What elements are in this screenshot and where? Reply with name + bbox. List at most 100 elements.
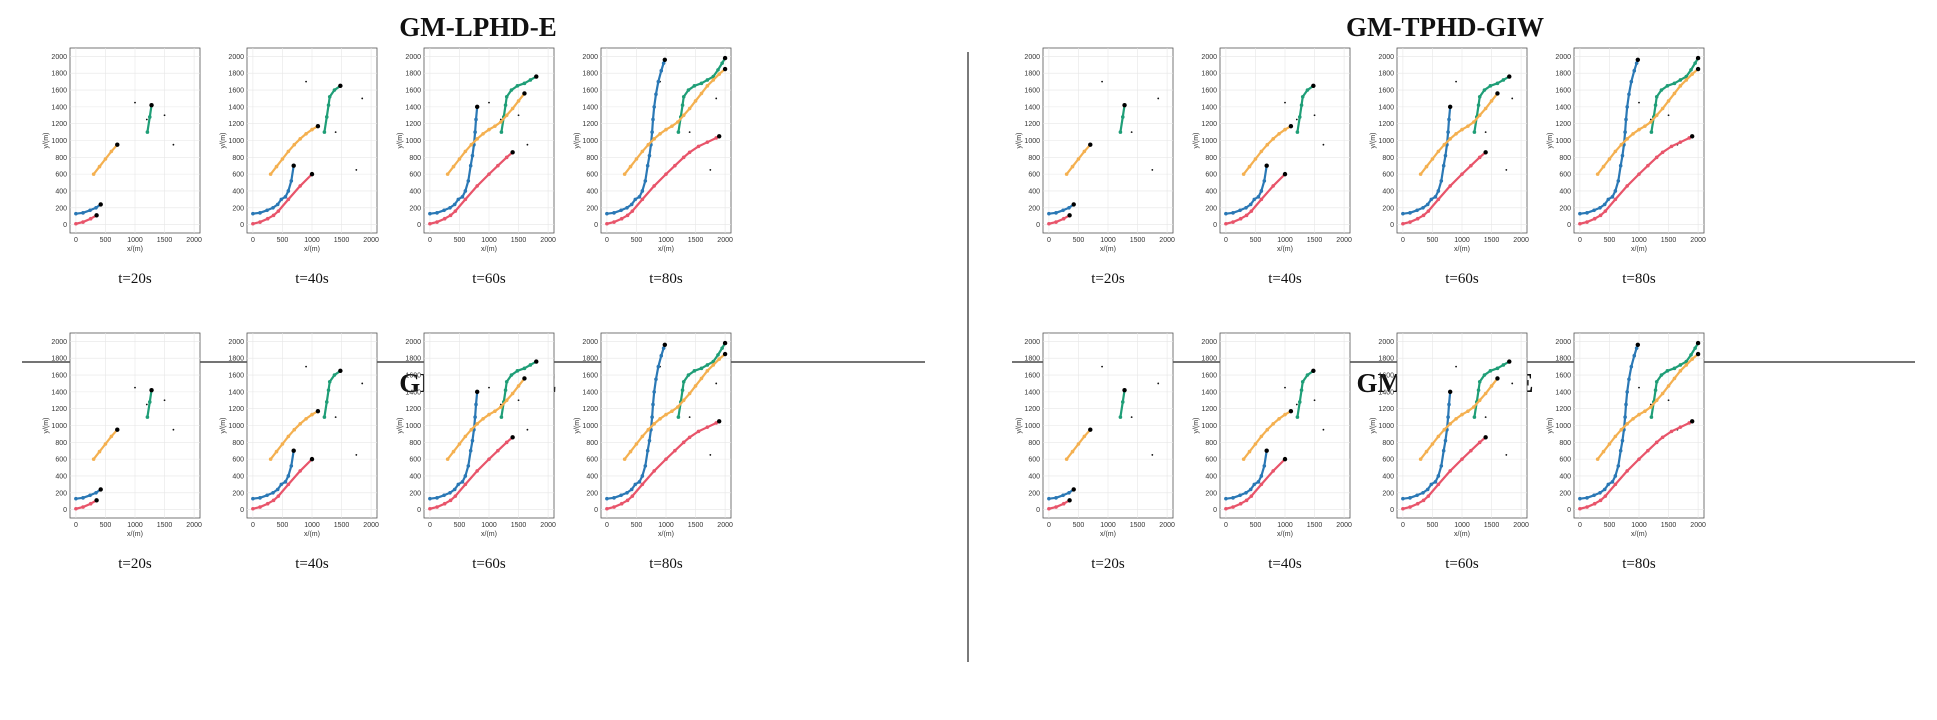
target-blue-point [289,464,294,468]
target-red-point [1592,501,1597,506]
y-tick-label: 0 [63,507,67,514]
y-tick-label: 400 [55,188,67,195]
y-tick-label: 200 [1205,490,1217,497]
x-tick-label: 500 [1250,237,1262,244]
clutter-point [305,80,307,83]
target-red-point [1224,221,1228,226]
clutter-point [1638,101,1640,104]
target-red-point [265,216,270,221]
target-blue-endpoint [291,163,296,168]
target-red-point [681,440,686,445]
target-green-endpoint [1695,55,1701,61]
target-orange-point [103,157,108,161]
target-red-point [496,163,500,168]
target-green-point [1472,130,1477,134]
target-blue-point [640,474,645,478]
target-orange-point [1472,120,1476,124]
target-orange-point [310,127,314,132]
target-orange-point [1649,405,1653,409]
x-tick-label: 1000 [127,237,143,244]
x-tick-label: 0 [74,237,78,244]
target-green-point [681,94,686,99]
target-orange-point [693,99,698,103]
y-tick-label: 1800 [1201,356,1217,363]
y-axis-label: y/(m) [1547,133,1554,149]
x-tick-label: 1500 [157,237,173,244]
snapshot-caption: t=60s [472,556,506,572]
y-axis-label: y/(m) [43,418,50,434]
target-orange-point [103,442,108,446]
target-orange-endpoint [115,142,120,147]
target-red-point [1646,448,1650,453]
target-blue-point [1598,205,1602,210]
target-blue-point [647,153,652,158]
y-tick-label: 1800 [1201,71,1217,78]
target-red-endpoint [1282,456,1288,462]
target-green-point [1689,353,1693,357]
target-green-point [705,78,710,82]
target-red-point [1054,505,1058,509]
y-tick-label: 400 [1028,188,1040,195]
x-axis-label: x/(m) [1277,246,1293,253]
target-orange-point [97,164,102,169]
target-green-point [147,115,152,119]
target-orange-point [475,137,479,141]
target-orange-point [1265,142,1270,147]
target-blue-point [1627,92,1631,97]
target-blue-point [442,493,446,498]
target-orange-point [1430,442,1435,446]
target-orange-point [1430,157,1435,161]
target-orange-point [1654,398,1659,403]
y-tick-label: 1600 [1024,373,1040,380]
target-blue-endpoint [98,487,103,492]
y-tick-label: 800 [586,440,598,447]
y-tick-label: 400 [1559,188,1571,195]
x-tick-label: 500 [1073,522,1085,529]
target-blue-point [1443,153,1448,158]
y-tick-label: 1600 [1378,88,1394,95]
target-red-point [1047,506,1051,511]
target-blue-point [659,68,664,73]
target-orange-point [292,427,297,432]
target-blue-point [1047,496,1051,501]
target-red-point [687,435,692,440]
target-green-point [1297,400,1302,404]
x-axis-label: x/(m) [127,531,143,538]
x-tick-label: 500 [100,522,112,529]
target-green-point [1295,415,1300,419]
target-orange-point [1454,131,1458,136]
snapshot-caption: t=20s [1091,556,1125,572]
target-green-endpoint [149,387,154,393]
y-tick-label: 1800 [582,71,598,78]
target-red-point [435,220,439,224]
target-green-point [1477,379,1482,384]
target-orange-point [1448,137,1452,141]
target-red-point [1448,469,1452,473]
y-tick-label: 1800 [1378,71,1394,78]
x-tick-label: 2000 [717,522,733,529]
target-red-point [1678,140,1683,144]
target-blue-endpoint [474,104,480,110]
snapshot-caption: t=80s [1622,271,1656,287]
y-tick-label: 1600 [51,373,67,380]
x-tick-label: 500 [454,522,466,529]
x-tick-label: 1500 [511,522,527,529]
x-tick-label: 500 [631,237,643,244]
target-green-point [1305,88,1310,92]
target-red-point [612,220,616,224]
target-red-point [630,209,635,213]
target-blue-point [661,346,666,350]
target-orange-point [1076,442,1081,446]
target-blue-point [612,496,616,500]
target-blue-endpoint [1071,202,1076,207]
target-blue-point [258,496,262,500]
x-axis-label: x/(m) [658,531,674,538]
target-blue-point [1436,189,1441,193]
y-tick-label: 1000 [228,138,244,145]
target-orange-point [681,113,686,118]
target-green-point [1665,369,1670,373]
y-tick-label: 1800 [1555,356,1571,363]
target-blue-point [1585,496,1589,500]
clutter-point [1284,101,1286,104]
x-tick-label: 2000 [1690,237,1706,244]
